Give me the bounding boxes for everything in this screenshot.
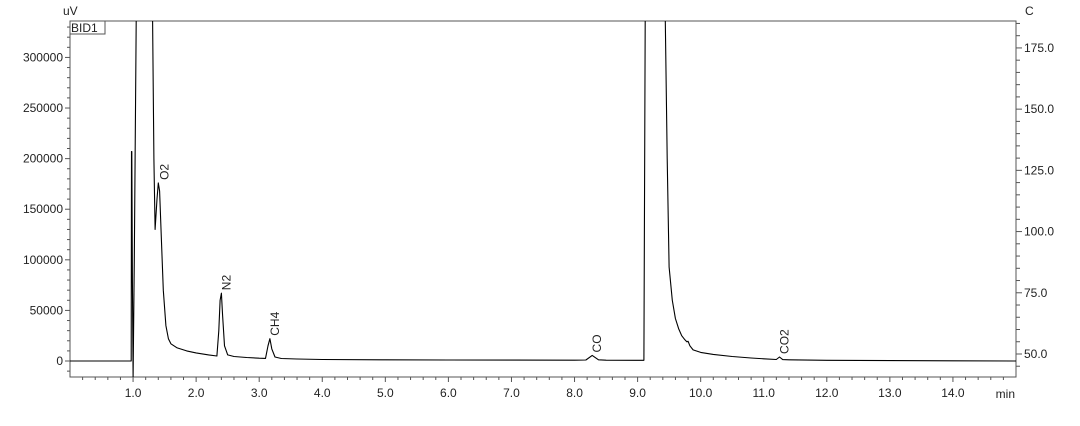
y2-tick-label: 125.0 bbox=[1024, 163, 1054, 177]
y-tick-label: 0 bbox=[56, 354, 63, 368]
y-tick-label: 100000 bbox=[23, 253, 63, 267]
peak-label: CH4 bbox=[268, 311, 282, 335]
x-tick-label: 8.0 bbox=[566, 386, 583, 400]
x-tick-label: 11.0 bbox=[752, 386, 775, 400]
y2-tick-label: 150.0 bbox=[1024, 102, 1054, 116]
x-tick-label: 12.0 bbox=[815, 386, 839, 400]
y2-tick-label: 50.0 bbox=[1024, 347, 1048, 361]
x-tick-label: 13.0 bbox=[878, 386, 902, 400]
x-tick-label: 6.0 bbox=[440, 386, 457, 400]
x-axis-unit: min bbox=[996, 387, 1015, 401]
x-tick-label: 1.0 bbox=[125, 386, 142, 400]
y2-tick-label: 175.0 bbox=[1024, 41, 1054, 55]
y-tick-label: 150000 bbox=[23, 202, 63, 216]
y-tick-label: 200000 bbox=[23, 152, 63, 166]
chromatogram-trace bbox=[70, 21, 1016, 377]
detector-label: BID1 bbox=[69, 20, 106, 35]
x-tick-label: 7.0 bbox=[503, 386, 520, 400]
y2-tick-label: 100.0 bbox=[1024, 225, 1054, 239]
y2-tick-label: 75.0 bbox=[1024, 286, 1048, 300]
y-tick-label: 50000 bbox=[30, 303, 64, 317]
peak-label: CO bbox=[590, 334, 604, 352]
y-tick-label: 250000 bbox=[23, 101, 63, 115]
x-tick-label: 10.0 bbox=[689, 386, 713, 400]
peak-label: N2 bbox=[219, 275, 233, 291]
x-tick-label: 14.0 bbox=[941, 386, 965, 400]
y-axis-unit: uV bbox=[63, 4, 78, 18]
x-tick-label: 5.0 bbox=[377, 386, 394, 400]
x-tick-label: 4.0 bbox=[314, 386, 331, 400]
plot-frame bbox=[69, 20, 1017, 378]
x-tick-label: 3.0 bbox=[251, 386, 268, 400]
x-tick-label: 2.0 bbox=[188, 386, 205, 400]
peak-label: CO2 bbox=[778, 329, 792, 354]
y-tick-label: 300000 bbox=[23, 50, 63, 64]
y2-axis-unit: C bbox=[1025, 4, 1034, 18]
detector-label-text: BID1 bbox=[71, 21, 98, 35]
peak-label: O2 bbox=[158, 164, 172, 180]
x-tick-label: 9.0 bbox=[629, 386, 646, 400]
